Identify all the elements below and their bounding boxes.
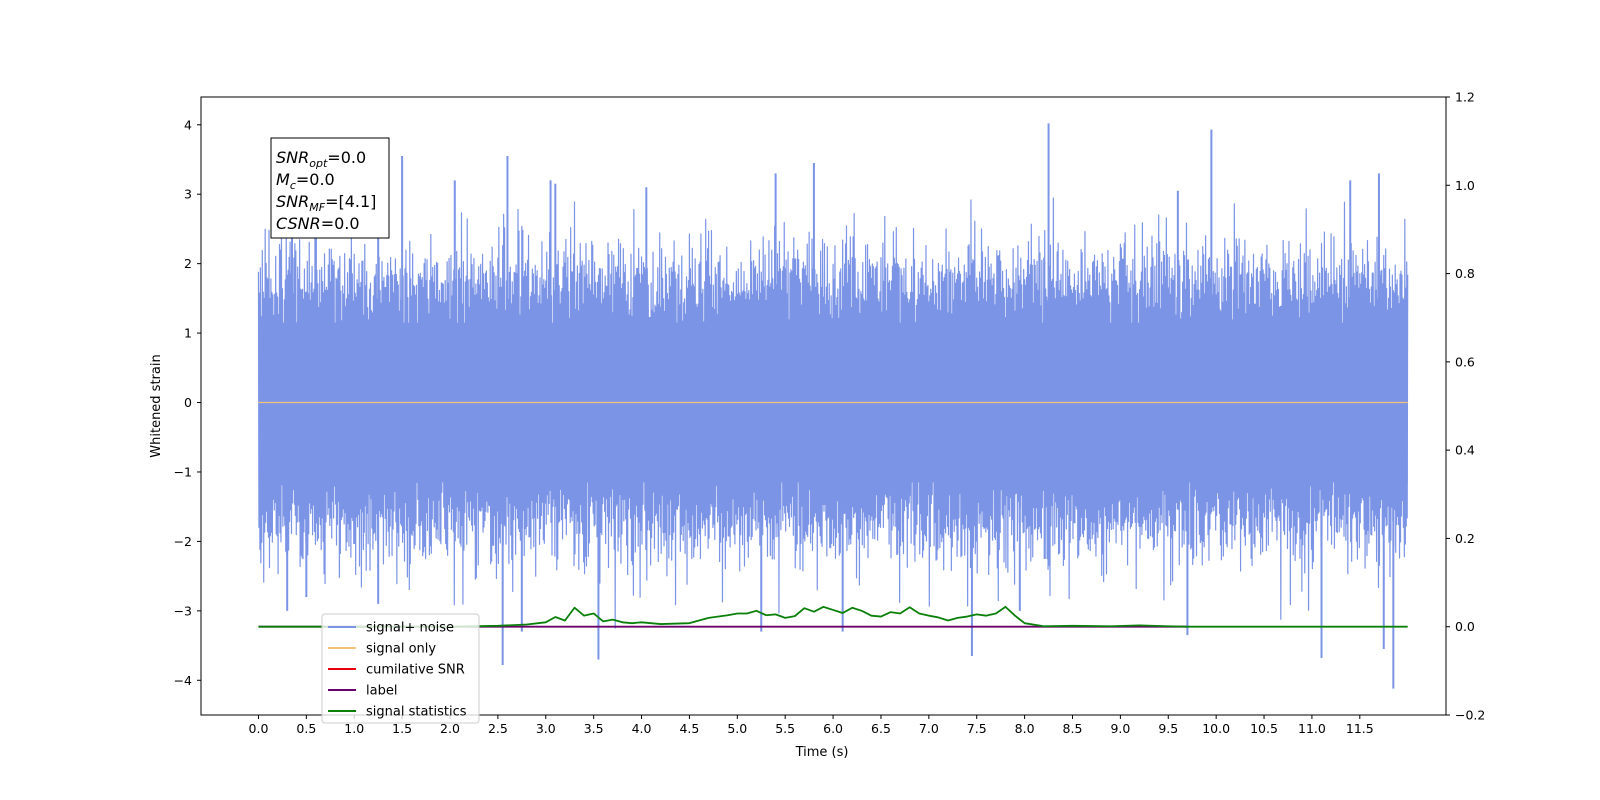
annotation-value: =0.0 (327, 148, 366, 167)
plot-area (200, 96, 1447, 716)
annotation-name: SNR (276, 192, 309, 211)
x-tick-label: 5.0 (727, 721, 747, 736)
annotation-line: Mc=0.0 (276, 170, 335, 192)
legend-label: signal statistics (366, 705, 467, 720)
annotation-value: =0.0 (296, 170, 335, 189)
legend-label: signal+ noise (366, 621, 454, 636)
x-tick-label: 10.0 (1202, 721, 1230, 736)
y2-tick-label: 0.8 (1455, 266, 1475, 281)
legend: signal+ noise signal only cumilative SNR la… (321, 613, 480, 724)
legend-label: label (366, 684, 397, 699)
y-tick-label: 0 (184, 395, 192, 410)
annotation-name: M (276, 170, 290, 189)
y-tick-label: 3 (184, 187, 192, 202)
annotation-line: CSNR=0.0 (276, 214, 360, 233)
x-tick-label: 8.5 (1063, 721, 1083, 736)
y-axis-left-ticks: −4 −3 −2 −1 0 1 2 3 4 (174, 117, 201, 688)
annotation-name: CSNR (276, 214, 321, 233)
y2-tick-label: −0.2 (1455, 708, 1485, 723)
x-tick-label: 9.5 (1158, 721, 1178, 736)
annotation-value: =[4.1] (325, 192, 376, 211)
x-tick-label: 11.0 (1298, 721, 1326, 736)
y2-tick-label: 0.0 (1455, 619, 1475, 634)
annotation-line: SNRopt=0.0 (276, 148, 366, 170)
x-axis-label: Time (s) (795, 745, 849, 760)
y2-tick-label: 1.0 (1455, 178, 1475, 193)
x-axis-ticks: 0.0 0.5 1.0 1.5 2.0 2.5 3.0 3.5 4.0 4.5 5.0 5.5 6.0 6… (249, 715, 1374, 736)
annotation-subscript: c (290, 179, 296, 192)
x-tick-label: 6.0 (823, 721, 843, 736)
x-tick-label: 4.0 (632, 721, 652, 736)
legend-label: cumilative SNR (366, 663, 465, 678)
x-tick-label: 4.5 (679, 721, 699, 736)
y2-tick-label: 0.4 (1455, 443, 1475, 458)
y-tick-label: −2 (174, 534, 192, 549)
y2-tick-label: 0.6 (1455, 354, 1475, 369)
y-tick-label: −4 (174, 673, 192, 688)
x-tick-label: 2.0 (440, 721, 460, 736)
annotation-frame (270, 137, 390, 239)
y-axis-right-ticks: −0.2 0.0 0.2 0.4 0.6 0.8 1.0 1.2 (1446, 90, 1485, 723)
x-tick-label: 7.5 (967, 721, 987, 736)
x-tick-label: 3.0 (536, 721, 556, 736)
y-tick-label: 2 (184, 256, 192, 271)
signal-statistics-line (258, 605, 1408, 628)
x-tick-label: 0.0 (249, 721, 269, 736)
annotation-subscript: opt (309, 157, 328, 170)
x-tick-label: 10.5 (1250, 721, 1278, 736)
annotation-value: =0.0 (321, 214, 360, 233)
y-tick-label: −3 (174, 603, 192, 618)
x-tick-label: 0.5 (296, 721, 316, 736)
legend-frame (321, 613, 480, 724)
y-tick-label: 1 (184, 326, 192, 341)
y2-tick-label: 1.2 (1455, 90, 1475, 105)
x-tick-label: 11.5 (1346, 721, 1374, 736)
x-tick-label: 1.0 (344, 721, 364, 736)
annotation-subscript: MF (309, 201, 325, 214)
y2-tick-label: 0.2 (1455, 531, 1475, 546)
x-tick-label: 8.0 (1015, 721, 1035, 736)
legend-items: signal+ noise signal only cumilative SNR la… (328, 621, 467, 720)
legend-label: signal only (366, 642, 436, 657)
x-tick-label: 6.5 (871, 721, 891, 736)
y-axis-label: Whitened strain (149, 354, 164, 457)
annotation-name: SNR (276, 148, 309, 167)
x-tick-label: 7.0 (919, 721, 939, 736)
x-tick-label: 9.0 (1110, 721, 1130, 736)
x-tick-label: 5.5 (775, 721, 795, 736)
x-tick-label: 1.5 (392, 721, 412, 736)
x-tick-label: 3.5 (584, 721, 604, 736)
y-tick-label: 4 (184, 117, 192, 132)
x-tick-label: 2.5 (488, 721, 508, 736)
annotation-line: SNRMF=[4.1] (276, 192, 376, 214)
axes-frame (200, 96, 1447, 716)
y-tick-label: −1 (174, 464, 192, 479)
signal-noise-line (257, 197, 1409, 629)
